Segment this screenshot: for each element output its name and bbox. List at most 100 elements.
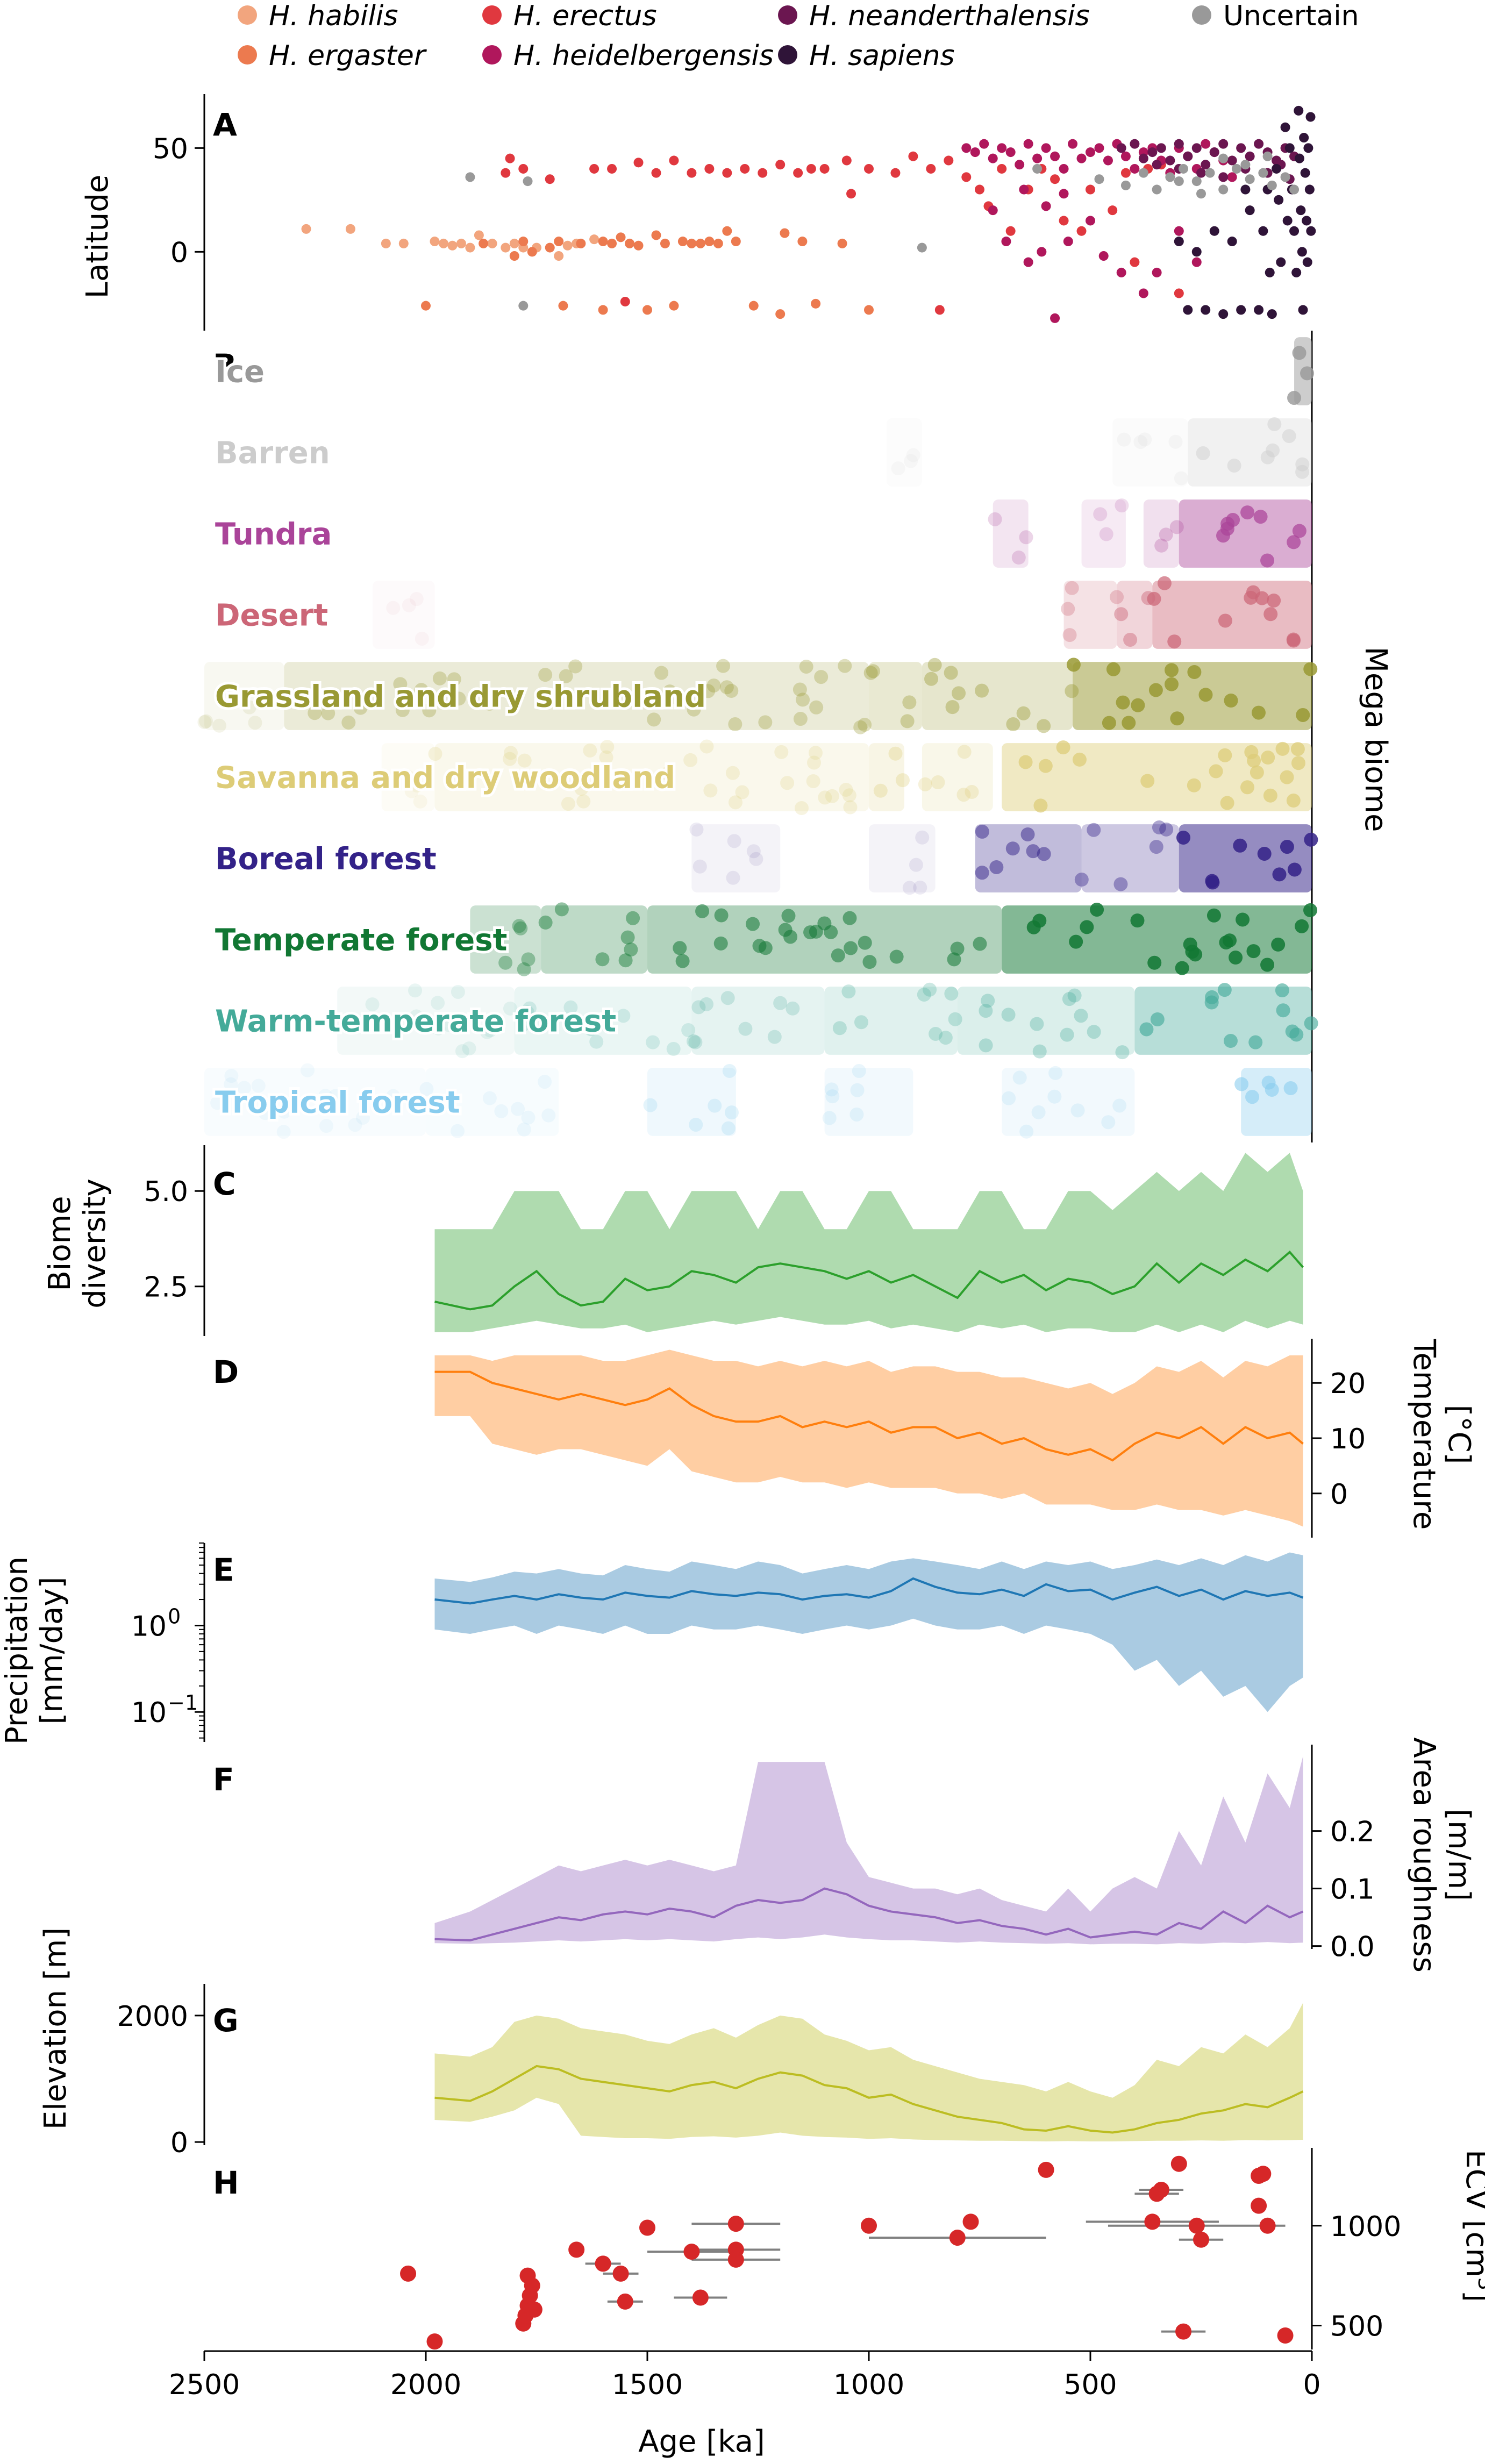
panel-a-point [465, 242, 475, 253]
panel-b-point [511, 1102, 525, 1116]
panel-b-point [1240, 505, 1255, 520]
panel-b-point [1218, 613, 1232, 628]
panel-b-point [1234, 1077, 1249, 1091]
panel-b-point [415, 631, 429, 646]
panel-a-point [1120, 151, 1131, 161]
panel-b-point [452, 691, 466, 706]
panel-a-point [1191, 257, 1202, 267]
panel-b-point [889, 949, 904, 964]
panel-b-point [482, 696, 497, 711]
panel-a-point [1306, 226, 1316, 236]
panel-b-band-9-2 [647, 1068, 736, 1136]
panel-a-point [864, 163, 874, 174]
panel-b-point [480, 1025, 494, 1039]
panel-b-band-2-1 [1081, 499, 1126, 568]
panel-b-point [873, 783, 888, 798]
panel-b-point [482, 1091, 497, 1105]
panel-a-point [381, 238, 391, 248]
panel-b-point [538, 915, 553, 930]
panel-b-point [666, 1041, 681, 1056]
panel-a-point [1001, 237, 1011, 247]
panel-a-point [607, 163, 617, 174]
panel-b-point [595, 952, 610, 967]
panel-b-point [699, 739, 714, 754]
panel-b-point [654, 666, 669, 680]
panel-b-point [774, 745, 789, 759]
panel-a-point [1050, 151, 1060, 161]
panel-b-point [428, 747, 442, 761]
panel-b-point [683, 753, 698, 767]
panel-a-point [1272, 163, 1282, 174]
panel-b-point [1253, 510, 1268, 524]
panel-b-point [616, 1009, 631, 1023]
panel-b-point [596, 1016, 611, 1031]
panel-b-point [419, 1082, 434, 1096]
panel-a-point [1218, 309, 1229, 319]
panel-b-point [1150, 1012, 1165, 1026]
panel-a-point [1294, 105, 1304, 116]
panel-a-plot: 0 50 [153, 94, 1316, 331]
panel-b-point [1276, 1003, 1290, 1018]
panel-a-point [1183, 151, 1193, 161]
panel-b-point [197, 715, 212, 730]
panel-b-point [929, 1026, 943, 1041]
panel-b-point [724, 684, 739, 698]
panel-b-point [900, 714, 915, 729]
panel-b-point [1296, 708, 1310, 722]
panel-a-point [1258, 168, 1268, 178]
panel-c-plot: 2.5 5.0 [144, 1145, 1304, 1336]
panel-b-point [1031, 1105, 1046, 1119]
panel-a-point [1165, 172, 1175, 182]
panel-b-point [1131, 698, 1145, 712]
panel-b-point [706, 679, 721, 693]
panel-b-band-5-2 [869, 743, 904, 811]
panel-a-ylabel: Latitude [80, 175, 115, 298]
panel-b-point [1113, 877, 1128, 891]
panel-b-point [494, 1104, 509, 1118]
panel-b-point [521, 1110, 536, 1125]
panel-a-point [1236, 305, 1246, 315]
panel-b-point [1116, 695, 1130, 710]
panel-b-point [923, 982, 937, 997]
panel-b-band-8-0 [337, 987, 515, 1055]
panel-b-band-3-3 [1117, 581, 1153, 649]
panel-b-point [1147, 591, 1161, 606]
panel-g: G Elevation [m] 0 2000 [38, 1927, 1304, 2159]
panel-a-point [1183, 305, 1193, 315]
panel-d-letter: D [213, 1354, 239, 1390]
panel-b-point [447, 672, 461, 687]
panel-a-point [345, 224, 355, 234]
panel-b-point [758, 715, 773, 730]
panel-b-point [1187, 778, 1201, 792]
panel-h-point [612, 2265, 629, 2282]
panel-b-point [517, 1122, 531, 1137]
panel-a-point [545, 242, 555, 253]
panel-a-point [1037, 247, 1047, 257]
panel-a-point [1299, 133, 1309, 143]
panel-b-band-1-1 [1188, 418, 1312, 487]
panel-b-point [620, 930, 635, 945]
panel-b-point [854, 1015, 868, 1030]
panel-b-point [866, 664, 880, 679]
panel-b-point [1019, 1124, 1034, 1139]
panel-b-point [843, 800, 858, 815]
panel-a-point [1240, 160, 1251, 170]
panel-b-point [692, 859, 707, 874]
panel-a-point [1059, 216, 1069, 226]
panel-h-point [1193, 2231, 1209, 2248]
panel-d-mean-line [434, 1370, 1304, 1462]
panel-a-point [841, 155, 852, 166]
panel-b-point [773, 996, 788, 1010]
panel-a-point [1267, 180, 1277, 190]
panel-b-point [931, 775, 945, 790]
panel-a-point [518, 237, 529, 247]
panel-b-point [1295, 465, 1310, 479]
panel-a-point [465, 172, 475, 182]
panel-a-point [1120, 168, 1131, 178]
panel-e-band [434, 1552, 1303, 1712]
panel-b-point [432, 671, 447, 685]
panel-b-point [1246, 944, 1261, 959]
panel-b-band-8-1 [514, 987, 692, 1055]
panel-a-point [1005, 147, 1016, 158]
panel-b-point [749, 852, 763, 866]
